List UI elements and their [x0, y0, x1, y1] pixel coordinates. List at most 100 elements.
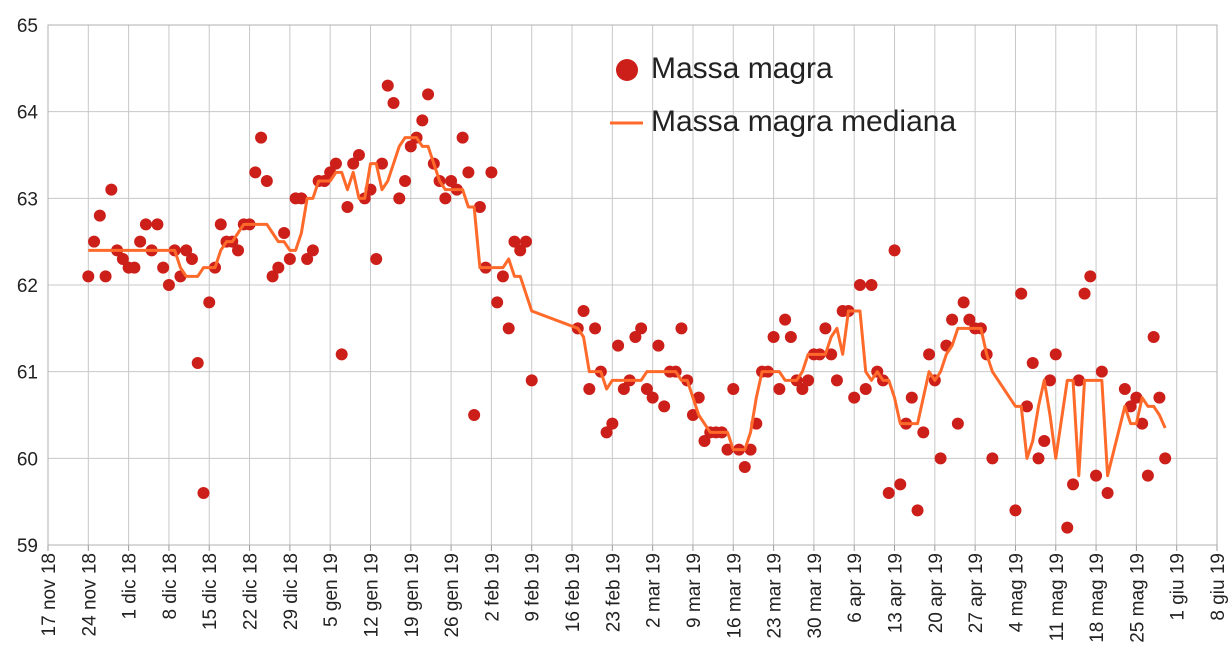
y-tick-label: 60 [17, 449, 38, 470]
x-tick-label: 23 mar 19 [765, 553, 786, 639]
data-point [1141, 469, 1154, 482]
y-tick-label: 64 [17, 103, 39, 124]
data-point [260, 175, 273, 187]
data-point [1153, 391, 1166, 404]
data-point [266, 270, 279, 283]
data-point [352, 149, 365, 161]
legend-label: Massa magra [651, 52, 833, 85]
x-tick-label: 2 feb 19 [482, 553, 503, 622]
data-point [1067, 478, 1080, 491]
data-point [99, 270, 112, 283]
data-point [399, 175, 412, 187]
data-point [1159, 452, 1172, 465]
data-point [951, 417, 964, 430]
data-point [894, 478, 907, 491]
data-point [577, 305, 590, 317]
x-tick-label: 8 giu 19 [1208, 553, 1229, 621]
data-point [496, 270, 509, 283]
median-line [88, 136, 1167, 478]
data-point [652, 339, 665, 352]
data-point [456, 131, 469, 144]
data-point [692, 391, 705, 404]
data-point [370, 253, 383, 265]
data-point [1147, 331, 1160, 343]
x-tick-label: 13 apr 19 [886, 553, 907, 633]
data-point [485, 166, 498, 179]
data-point [1026, 357, 1039, 369]
data-point [882, 487, 895, 499]
data-point [468, 409, 481, 421]
data-point [859, 383, 872, 395]
data-point [853, 279, 866, 291]
data-point [381, 79, 394, 92]
data-point [848, 391, 861, 404]
data-point [473, 201, 486, 213]
data-point [462, 166, 475, 179]
x-tick-label: 9 mar 19 [684, 553, 705, 628]
data-point [1038, 435, 1051, 447]
data-point [1020, 400, 1033, 413]
data-point [784, 331, 797, 343]
data-point [1049, 348, 1062, 361]
data-point [191, 357, 204, 369]
data-point [917, 426, 930, 439]
data-point [721, 443, 734, 456]
data-point [600, 426, 613, 439]
x-tick-label: 20 apr 19 [926, 553, 947, 633]
data-point [422, 88, 435, 101]
data-point [796, 383, 809, 395]
data-point [162, 279, 175, 291]
plot-frame [47, 24, 1218, 546]
x-tick-label: 1 giu 19 [1168, 553, 1189, 621]
data-point [629, 331, 642, 343]
data-point [640, 383, 653, 395]
data-point [1130, 391, 1143, 404]
data-point [963, 313, 976, 326]
data-point [295, 192, 308, 205]
legend-marker [616, 59, 638, 81]
data-point [255, 131, 268, 144]
data-point [1095, 365, 1108, 378]
data-point [612, 339, 625, 352]
data-point [341, 201, 354, 213]
data-point [301, 253, 314, 265]
data-point [957, 296, 970, 309]
data-point [986, 452, 999, 465]
data-point [134, 235, 147, 248]
data-point [1084, 270, 1097, 283]
data-point [646, 391, 659, 404]
data-point [825, 348, 838, 361]
data-point [519, 235, 532, 248]
data-point [491, 296, 504, 309]
x-tick-label: 27 apr 19 [966, 553, 987, 633]
data-point [151, 218, 164, 231]
data-point [779, 313, 792, 326]
data-point [1124, 400, 1137, 413]
data-point [1061, 521, 1074, 534]
data-point [105, 183, 118, 196]
data-point [376, 157, 388, 170]
data-point [888, 244, 901, 257]
data-point [617, 383, 630, 395]
x-tick-label: 25 mag 19 [1127, 553, 1148, 643]
x-tick-label: 16 feb 19 [563, 553, 584, 632]
data-point [157, 261, 170, 274]
data-point [128, 261, 141, 274]
x-tick-label: 22 dic 18 [241, 553, 262, 630]
data-point [525, 374, 538, 387]
data-point [1044, 374, 1056, 387]
x-tick-label: 11 mag 19 [1047, 553, 1068, 641]
x-tick-label: 17 nov 18 [39, 553, 60, 636]
x-tick-label: 6 apr 19 [845, 553, 866, 623]
data-point [272, 261, 285, 274]
data-point [197, 487, 210, 499]
x-tick-label: 19 gen 19 [402, 553, 423, 638]
data-point [698, 435, 711, 447]
data-point [278, 227, 291, 239]
data-point [514, 244, 527, 257]
data-point [1009, 504, 1022, 517]
data-point [335, 348, 348, 361]
data-point [830, 374, 843, 387]
data-point [1032, 452, 1045, 465]
